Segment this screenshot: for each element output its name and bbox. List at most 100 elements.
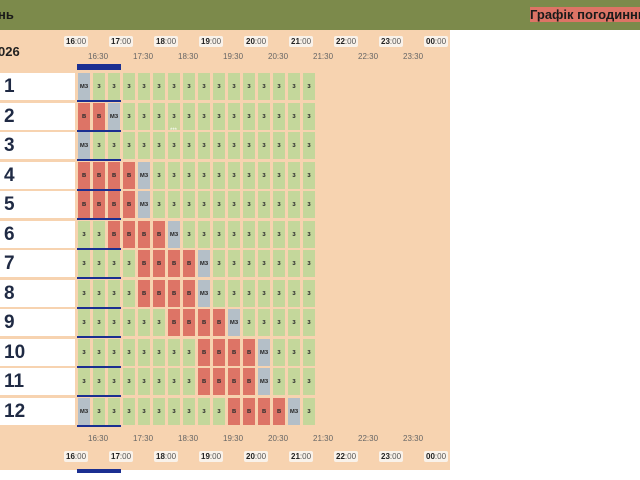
hour-label-top: 20:00	[244, 36, 269, 47]
hour-label-top: 22:00	[334, 36, 359, 47]
power-on-cell: з	[258, 102, 270, 130]
power-on-cell: з	[123, 132, 135, 159]
half-hour-label-top: 17:30	[133, 52, 154, 61]
queue-label: 6	[0, 220, 75, 248]
half-hour-label-bottom: 16:30	[88, 434, 109, 443]
power-on-cell: з	[288, 220, 300, 248]
power-on-cell: з	[138, 132, 150, 159]
power-on-cell: з	[123, 279, 135, 307]
power-on-cell: з	[228, 250, 240, 277]
outage-cell: в	[78, 191, 90, 218]
power-on-cell: з	[213, 102, 225, 130]
power-on-cell: з	[93, 73, 105, 100]
power-on-cell: з	[303, 161, 315, 189]
power-on-cell: з	[273, 338, 285, 366]
power-on-cell: з	[243, 132, 255, 159]
power-on-cell: з	[123, 368, 135, 395]
power-on-cell: з	[288, 279, 300, 307]
outage-cell: в	[123, 191, 135, 218]
possible-outage-cell: мз	[138, 191, 150, 218]
power-on-cell: з	[228, 73, 240, 100]
power-on-cell: з	[168, 338, 180, 366]
power-on-cell: з	[138, 338, 150, 366]
outage-cell: в	[123, 161, 135, 189]
power-on-cell: з	[93, 250, 105, 277]
power-on-cell: з	[153, 309, 165, 336]
power-on-cell: з	[168, 132, 180, 159]
power-on-cell: з	[228, 279, 240, 307]
hour-label-bottom: 00:00	[424, 451, 449, 462]
outage-cell: в	[138, 250, 150, 277]
outage-cell: в	[138, 220, 150, 248]
power-on-cell: з	[258, 161, 270, 189]
power-on-cell: з	[198, 161, 210, 189]
outage-cell: в	[183, 309, 195, 336]
outage-cell: в	[243, 338, 255, 366]
power-on-cell: з	[183, 191, 195, 218]
current-time-row-line	[77, 336, 121, 338]
possible-outage-cell: мз	[258, 338, 270, 366]
power-on-cell: з	[288, 368, 300, 395]
power-on-cell: з	[108, 132, 120, 159]
power-on-cell: з	[273, 73, 285, 100]
outage-cell: в	[93, 102, 105, 130]
power-on-cell: з	[108, 397, 120, 425]
power-on-cell: з	[303, 368, 315, 395]
power-on-cell: з	[153, 73, 165, 100]
power-on-cell: з	[198, 102, 210, 130]
current-time-row-line	[77, 129, 121, 132]
power-on-cell: з	[258, 132, 270, 159]
power-on-cell: з	[123, 338, 135, 366]
power-on-cell: з	[288, 309, 300, 336]
power-on-cell: з	[123, 250, 135, 277]
power-on-cell: з	[243, 250, 255, 277]
power-on-cell: з	[198, 73, 210, 100]
current-time-indicator: ***	[77, 64, 177, 134]
power-on-cell: з	[258, 191, 270, 218]
power-on-cell: з	[273, 102, 285, 130]
power-on-cell: з	[228, 161, 240, 189]
power-on-cell: з	[93, 397, 105, 425]
power-on-cell: з	[243, 161, 255, 189]
possible-outage-cell: мз	[78, 132, 90, 159]
power-on-cell: з	[273, 368, 285, 395]
outage-cell: в	[153, 279, 165, 307]
outage-cell: в	[168, 309, 180, 336]
power-on-cell: з	[153, 191, 165, 218]
queue-label: 11	[0, 368, 75, 395]
half-hour-label-bottom: 21:30	[313, 434, 334, 443]
current-time-row-line	[77, 188, 121, 191]
queue-label: 2	[0, 102, 75, 130]
power-on-cell: з	[168, 73, 180, 100]
hour-label-top: 16:00	[64, 36, 89, 47]
header-bar: нь Графік погодинних в	[0, 0, 640, 30]
power-on-cell: з	[213, 220, 225, 248]
half-hour-label-top: 18:30	[178, 52, 199, 61]
power-on-cell: з	[213, 191, 225, 218]
power-on-cell: з	[228, 132, 240, 159]
power-on-cell: з	[78, 279, 90, 307]
power-on-cell: з	[93, 368, 105, 395]
power-on-cell: з	[273, 191, 285, 218]
outage-cell: в	[78, 102, 90, 130]
current-time-row-line	[77, 424, 121, 427]
power-on-cell: з	[168, 161, 180, 189]
possible-outage-cell: мз	[138, 161, 150, 189]
hour-label-bottom: 16:00	[64, 451, 89, 462]
hour-label-bottom: 22:00	[334, 451, 359, 462]
half-hour-label-top: 23:30	[403, 52, 424, 61]
power-on-cell: з	[183, 368, 195, 395]
power-on-cell: з	[138, 397, 150, 425]
power-on-cell: з	[93, 309, 105, 336]
queue-label: 12	[0, 397, 75, 425]
power-on-cell: з	[258, 279, 270, 307]
hour-label-bottom: 20:00	[244, 451, 269, 462]
half-hour-label-bottom: 18:30	[178, 434, 199, 443]
power-on-cell: з	[213, 161, 225, 189]
power-on-cell: з	[288, 73, 300, 100]
power-on-cell: з	[288, 191, 300, 218]
outage-cell: в	[198, 309, 210, 336]
power-on-cell: з	[273, 250, 285, 277]
power-on-cell: з	[93, 220, 105, 248]
power-on-cell: з	[303, 309, 315, 336]
